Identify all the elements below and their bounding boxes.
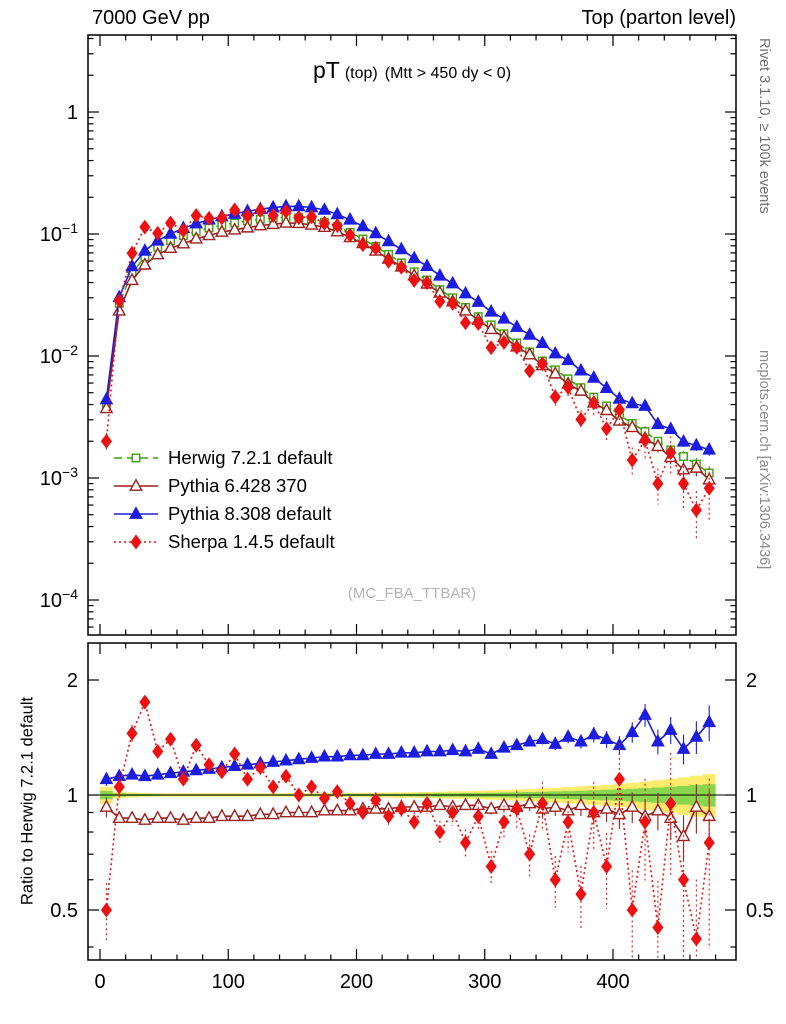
plot-title: pT (top) (Mtt > 450 dy < 0) <box>88 57 736 84</box>
tick-label: 400 <box>596 971 629 993</box>
tick-label: 2 <box>746 670 757 692</box>
series-sherpa <box>100 694 715 960</box>
ratio-panel <box>88 694 736 960</box>
legend-item-sherpa: Sherpa 1.4.5 default <box>113 528 335 556</box>
plot-title-observable: pT <box>312 57 340 83</box>
tick-label: 10−3 <box>40 464 78 490</box>
header-process: Top (parton level) <box>581 7 736 29</box>
tick-label: 1 <box>746 785 757 807</box>
legend-item-herwig: Herwig 7.2.1 default <box>113 444 335 472</box>
mcplots-arxiv-label: mcplots.cern.ch [arXiv:1306.3436] <box>756 350 772 570</box>
legend-label: Pythia 6.428 370 <box>168 475 307 496</box>
tick-label: 0.5 <box>50 900 78 922</box>
tick-label: 2 <box>67 670 78 692</box>
plot-title-cut: (Mtt > 450 dy < 0) <box>384 65 512 82</box>
tick-label: 0.5 <box>746 900 774 922</box>
analysis-watermark: (MC_FBA_TTBAR) <box>347 585 477 602</box>
main-panel <box>99 198 717 540</box>
legend-label: Pythia 8.308 default <box>168 503 332 524</box>
plot-title-object: (top) <box>344 65 378 82</box>
legend: Herwig 7.2.1 default Pythia 6.428 370 Pyth… <box>113 444 335 556</box>
legend-item-pythia6: Pythia 6.428 370 <box>113 472 335 500</box>
ratio-frame <box>87 642 737 961</box>
main-frame <box>87 34 737 636</box>
series-pythia8 <box>99 704 717 786</box>
tick-label: 0 <box>94 971 105 993</box>
tick-label: 100 <box>212 971 245 993</box>
legend-label: Herwig 7.2.1 default <box>168 447 333 468</box>
tick-label: 200 <box>340 971 373 993</box>
legend-sample-sherpa <box>114 534 158 550</box>
rivet-version-label: Rivet 3.1.10, ≥ 100k events <box>756 38 772 214</box>
legend-sample-pythia8 <box>114 506 158 519</box>
legend-label: Sherpa 1.4.5 default <box>168 531 335 552</box>
legend-sample-pythia6 <box>114 478 158 491</box>
tick-label: 1 <box>67 102 78 124</box>
legend-item-pythia8: Pythia 8.308 default <box>113 500 335 528</box>
legend-sample-herwig <box>114 453 158 463</box>
uncertainty-band-outer <box>100 774 716 820</box>
tick-label: 300 <box>468 971 501 993</box>
tick-label: 10−4 <box>40 586 78 612</box>
tick-label: 1 <box>67 785 78 807</box>
header-beam-energy: 7000 GeV pp <box>92 7 210 29</box>
series-sherpa <box>100 202 715 540</box>
tick-label: 10−2 <box>40 342 78 368</box>
tick-label: 10−1 <box>40 220 78 246</box>
ratio-axis-title: Ratio to Herwig 7.2.1 default <box>18 696 37 906</box>
